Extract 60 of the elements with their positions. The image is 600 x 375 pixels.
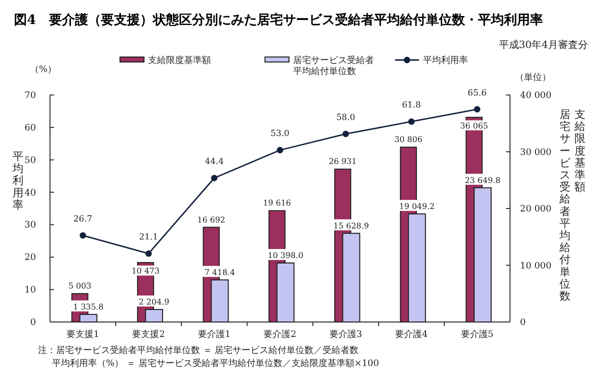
text: 平成30年4月審査分: [498, 39, 588, 51]
y-tick-label: 40: [24, 188, 36, 198]
data-label: 58.0: [336, 112, 356, 123]
data-label: 61.8: [402, 100, 421, 111]
data-label: 65.6: [468, 88, 487, 98]
y2-tick-label: 10 000: [520, 261, 552, 272]
data-label: 7 418.4: [204, 268, 236, 277]
text: 居宅サービス受給者平均給付単位数: [560, 108, 570, 302]
y-tick-label: 20: [24, 253, 36, 264]
data-label: 10 473: [132, 266, 160, 276]
y2-tick-label: 30 000: [520, 148, 552, 158]
data-label: 16 692: [197, 215, 226, 224]
x-tick-label: 要支援2: [132, 329, 165, 340]
point: [342, 130, 349, 138]
chart-title: 図4 要介護（要支援）状態区分別にみた居宅サービス受給者平均給付単位数・平均利用率: [14, 12, 544, 28]
y-tick-label: 30: [24, 220, 36, 231]
data-label: 5 003: [68, 282, 92, 291]
data-label: 2 204.9: [138, 297, 170, 306]
y2-tick-label: 40 000: [520, 91, 552, 101]
y2-tick-label: 0: [520, 318, 526, 328]
data-label: 26 931: [328, 157, 357, 166]
point: [145, 250, 152, 257]
data-label: 1 335.8: [73, 302, 104, 312]
legend-label: 平均利用率: [423, 55, 468, 66]
data-label: 23 649.8: [464, 176, 500, 185]
text: 平均利用率（%） ＝ 居宅サービス受給者平均給付単位数／支給限度基準額×100: [52, 358, 380, 369]
text: （単位）: [515, 72, 551, 83]
data-label: 44.4: [204, 157, 224, 168]
y2-tick-label: 20 000: [520, 204, 552, 214]
legend-label: 支給限度基準額: [148, 55, 211, 66]
point: [80, 232, 86, 239]
y-tick-label: 70: [24, 91, 36, 101]
data-label: 53.0: [270, 129, 290, 140]
data-label: 19 616: [263, 198, 291, 208]
y-axis-title: 平均利用率: [12, 150, 24, 212]
y-tick-label: 0: [30, 318, 36, 328]
point: [474, 106, 480, 112]
data-label: 10 398.0: [268, 250, 304, 260]
data-label: 30 806: [394, 135, 422, 144]
data-label: 26.7: [73, 214, 92, 224]
legend-label: 居宅サービス受給者平均給付単位数: [293, 55, 374, 77]
data-label: 15 628.9: [333, 221, 370, 230]
y-tick-label: 50: [24, 156, 36, 166]
x-tick-label: 要介護5: [460, 329, 494, 340]
x-tick-label: 要介護1: [198, 329, 231, 340]
point: [211, 174, 218, 182]
point: [408, 118, 415, 125]
text: 注：居宅サービス受給者平均給付単位数 ＝ 居宅サービス給付単位数／受給者数: [38, 345, 359, 356]
x-tick-label: 要介護2: [264, 329, 296, 340]
data-label: 19 049.2: [399, 202, 435, 211]
data-label: 36 065: [460, 121, 488, 130]
y-tick-label: 10: [24, 286, 36, 296]
point: [276, 146, 284, 154]
y-tick-label: 60: [24, 123, 36, 134]
x-tick-label: 要介護4: [395, 329, 428, 340]
y2-axis-title: 支給限度基準額: [574, 108, 586, 194]
x-tick-label: 要支援1: [66, 329, 100, 340]
x-tick-label: 要介護3: [329, 329, 362, 340]
text: （%）: [30, 65, 57, 75]
data-label: 21.1: [139, 232, 158, 243]
